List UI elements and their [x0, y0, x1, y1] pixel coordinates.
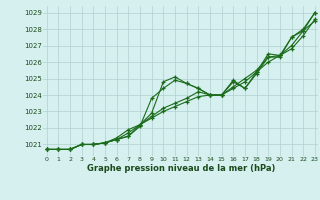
X-axis label: Graphe pression niveau de la mer (hPa): Graphe pression niveau de la mer (hPa): [87, 164, 275, 173]
